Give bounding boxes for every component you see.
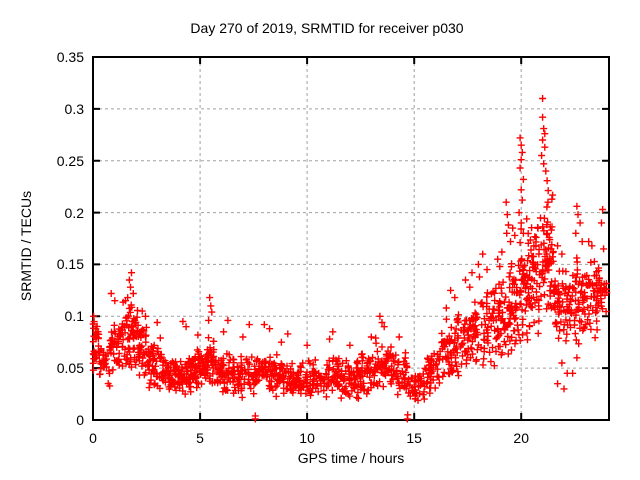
- y-tick-label: 0.2: [64, 204, 84, 221]
- chart-title: Day 270 of 2019, SRMTID for receiver p03…: [190, 20, 464, 36]
- x-tick-label: 15: [406, 430, 422, 446]
- x-tick-label: 20: [513, 430, 529, 446]
- x-tick-label: 5: [196, 430, 204, 446]
- x-tick-label: 0: [89, 430, 97, 446]
- x-tick-label: 10: [299, 430, 315, 446]
- x-axis-title: GPS time / hours: [297, 450, 405, 466]
- y-tick-label: 0.15: [56, 256, 84, 273]
- y-tick-label: 0.3: [64, 100, 84, 117]
- y-tick-label: 0.05: [56, 360, 84, 377]
- y-tick-label: 0: [76, 412, 84, 428]
- y-tick-label: 0.35: [56, 49, 84, 65]
- y-tick-label: 0.25: [56, 152, 84, 169]
- y-tick-label: 0.1: [64, 308, 84, 325]
- scatter-points: [89, 95, 611, 423]
- plot-border: [92, 56, 610, 421]
